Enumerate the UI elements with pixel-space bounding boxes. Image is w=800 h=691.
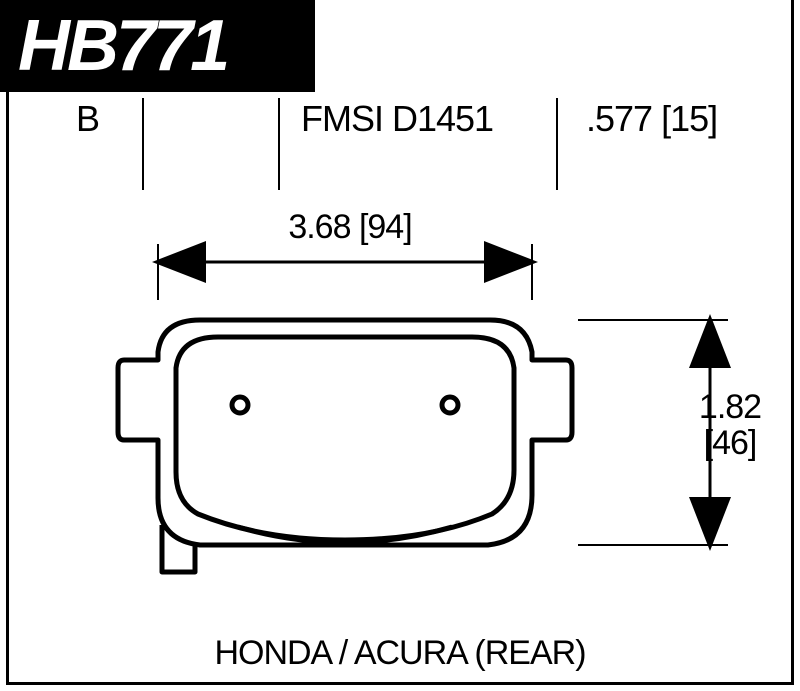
height-in: 1.82 [699, 388, 761, 426]
header-col-b: B [76, 98, 99, 140]
header-fmsi: FMSI D1451 [301, 98, 493, 140]
height-mm: [46] [704, 424, 757, 462]
fitment-caption: HONDA / ACURA (REAR) [0, 634, 800, 673]
header-row: B FMSI D1451 .577 [15] [6, 98, 794, 208]
width-mm: [94] [359, 208, 412, 246]
thickness-mm: [15] [661, 98, 717, 139]
part-number-banner: HB771 [0, 0, 315, 92]
thickness-in: .577 [586, 98, 652, 139]
height-dimension: 1.82 [46] [680, 390, 780, 461]
width-in: 3.68 [288, 208, 350, 246]
header-divider [142, 98, 144, 190]
header-divider [278, 98, 280, 190]
part-number: HB771 [18, 6, 227, 86]
width-dimension: 3.68 [94] [260, 210, 440, 246]
header-divider [556, 98, 558, 190]
header-thickness: .577 [15] [586, 98, 717, 140]
